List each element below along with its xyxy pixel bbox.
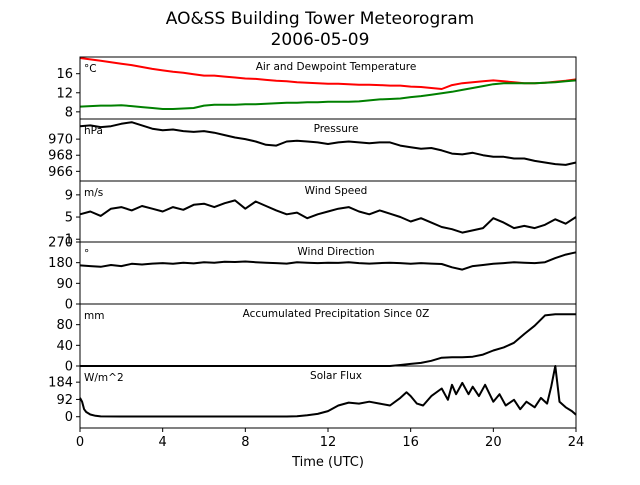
wind_speed-panel-title: Wind Speed xyxy=(305,185,368,197)
panel-wind_direction: 0 90 180 270 Wind Direction ° xyxy=(48,236,577,313)
x-axis: 0 4 8 12 16 20 24 xyxy=(76,428,584,450)
pressure-ytick-label: 966 xyxy=(48,165,73,180)
xtick-label: 20 xyxy=(485,435,502,450)
solar-ytick-label: 184 xyxy=(48,376,73,391)
xtick-label: 4 xyxy=(159,435,167,450)
wind_direction-unit-label: ° xyxy=(84,248,89,260)
solar-series-line-0 xyxy=(79,365,577,418)
solar-panel-title: Solar Flux xyxy=(310,370,362,382)
pressure-unit-label: hPa xyxy=(84,125,103,137)
temperature-ytick-label: 12 xyxy=(56,86,73,101)
temperature-ytick-label: 16 xyxy=(56,67,73,82)
xtick-label: 16 xyxy=(402,435,419,450)
temperature-unit-label: °C xyxy=(84,63,97,75)
wind_direction-panel-title: Wind Direction xyxy=(297,246,374,258)
pressure-series-line-0 xyxy=(79,121,577,166)
temperature-series-line-0 xyxy=(79,57,577,90)
wind_speed-ytick-label: 9 xyxy=(65,188,73,203)
figure-title: AO&SS Building Tower Meteorogram xyxy=(166,9,474,29)
xtick-label: 12 xyxy=(320,435,337,450)
xtick-label: 0 xyxy=(76,435,84,450)
panel-wind_speed: 1 5 9 Wind Speed m/s xyxy=(65,180,577,248)
panel-temperature: 8 12 16 Air and Dewpoint Temperature °C xyxy=(56,56,577,120)
panel-precipitation: 0 40 80 Accumulated Precipitation Since 0Z m… xyxy=(56,303,577,375)
wind_direction-ytick-label: 180 xyxy=(48,256,73,271)
solar-ytick-label: 92 xyxy=(56,393,73,408)
pressure-ytick-label: 968 xyxy=(48,149,73,164)
wind_speed-series-line-0 xyxy=(79,199,577,234)
panel-solar: 0 92 184 Solar Flux W/m^2 xyxy=(48,365,577,429)
x-axis-label: Time (UTC) xyxy=(291,455,364,470)
precipitation-unit-label: mm xyxy=(84,310,104,322)
pressure-panel-title: Pressure xyxy=(314,123,359,135)
precipitation-ytick-label: 40 xyxy=(56,339,73,354)
wind_direction-ytick-label: 270 xyxy=(48,236,73,251)
temperature-series-line-1 xyxy=(79,79,577,110)
solar-unit-label: W/m^2 xyxy=(84,372,124,384)
xtick-label: 8 xyxy=(241,435,249,450)
panels: 8 12 16 Air and Dewpoint Temperature °C 96696… xyxy=(48,56,577,429)
precipitation-panel-title: Accumulated Precipitation Since 0Z xyxy=(243,308,430,320)
figure-subtitle: 2006-05-09 xyxy=(271,30,370,50)
pressure-ytick-label: 970 xyxy=(48,133,73,148)
wind_speed-ytick-label: 1 xyxy=(65,233,73,248)
precipitation-ytick-label: 0 xyxy=(65,360,73,375)
temperature-ytick-label: 8 xyxy=(65,105,73,120)
wind_speed-ytick-label: 5 xyxy=(65,211,73,226)
solar-ytick-label: 0 xyxy=(65,410,73,425)
wind_direction-series-line-0 xyxy=(79,251,577,271)
xtick-label: 24 xyxy=(568,435,585,450)
temperature-panel-title: Air and Dewpoint Temperature xyxy=(256,61,417,73)
wind_speed-unit-label: m/s xyxy=(84,187,103,199)
wind_direction-ytick-label: 90 xyxy=(56,277,73,292)
precipitation-series-line-0 xyxy=(80,313,576,367)
precipitation-ytick-label: 80 xyxy=(56,318,73,333)
wind_direction-ytick-label: 0 xyxy=(65,298,73,313)
